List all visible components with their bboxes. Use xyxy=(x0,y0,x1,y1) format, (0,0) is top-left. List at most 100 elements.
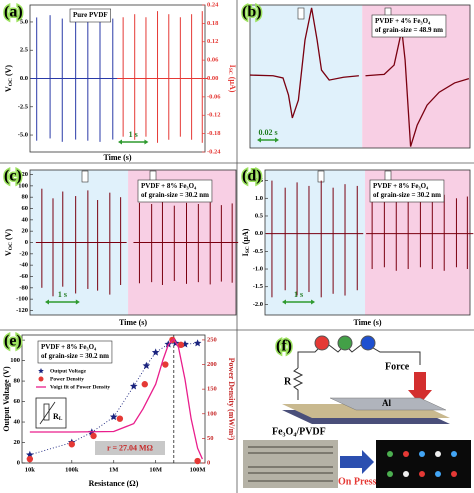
hole-row xyxy=(248,466,333,468)
x-tick-label: 10k xyxy=(25,466,36,473)
y-tick-label: -60 xyxy=(19,273,28,280)
legend-symbol xyxy=(38,368,44,374)
electrode-label: Al xyxy=(382,398,391,408)
led-dot xyxy=(419,471,425,477)
y-tick-label: 40 xyxy=(22,216,29,223)
y-axis-label-sub: SC xyxy=(245,246,251,253)
y2-tick-label: 0.18 xyxy=(207,20,219,27)
x-tick-label: 100k xyxy=(65,466,79,473)
y-tick-label: 120 xyxy=(10,337,20,344)
y-axis-label-part: V xyxy=(4,86,13,92)
y2-tick-label: -0.24 xyxy=(207,148,221,155)
panel: -5.0 -2.5 0.0 2.5 5.0 -0.24 -0.18 -0.12 -0.06 0.0… xyxy=(3,1,238,161)
peak-label-box xyxy=(95,441,165,455)
panel: -2.0 -1.5 -1.0 -0.5 0.0 0.5 1.0 1.5 ISC (μA) Time… xyxy=(241,166,474,327)
panel-label: (a) xyxy=(4,4,23,21)
led-dot xyxy=(435,471,441,477)
y-axis-label-part: (μA) xyxy=(241,228,250,246)
annotation-box xyxy=(137,179,213,203)
panel-label: (d) xyxy=(242,168,262,185)
y-axis-label-part: (V) xyxy=(4,229,13,242)
press-arrow xyxy=(340,450,374,474)
y2-tick-label: 0 xyxy=(207,459,210,466)
x-tick-label: 100M xyxy=(190,466,206,473)
y-tick-label: 0.0 xyxy=(20,75,28,82)
scale-bar-head xyxy=(144,139,149,145)
y-axis-label-part: Output Voltage (V) xyxy=(2,366,11,432)
annotation-line: PVDF + 8% Fe₃O₄ xyxy=(41,343,97,351)
y2-tick-label: 0.00 xyxy=(207,75,218,82)
y-tick-label: 1.5 xyxy=(255,177,264,184)
dot-point xyxy=(68,441,75,448)
resistor-label: R xyxy=(284,376,292,387)
waveform xyxy=(249,7,359,119)
scale-bar-label: 1 s xyxy=(58,290,67,299)
x-axis-label: Time (s) xyxy=(119,318,147,327)
y-tick-label: 5.0 xyxy=(20,18,28,25)
y-tick-label: 1.0 xyxy=(255,195,263,202)
y2-axis-label-part: (μA) xyxy=(228,75,237,93)
scale-bar-label: 1 s xyxy=(129,130,138,139)
y2-tick-label: 0.12 xyxy=(207,38,218,45)
y-tick-label: -0.5 xyxy=(253,248,264,255)
waveform xyxy=(365,29,470,147)
y-tick-label: 100 xyxy=(18,182,28,189)
y-tick-label: 100 xyxy=(10,357,20,364)
breadboard-holes xyxy=(248,446,333,482)
plot-frame xyxy=(249,4,471,149)
hole-row xyxy=(248,480,333,482)
led-dot xyxy=(435,451,441,457)
inset-circuit xyxy=(35,397,67,429)
x-axis-label: Resistance (Ω) xyxy=(89,479,139,488)
hole-row xyxy=(248,446,333,448)
led-red xyxy=(314,335,330,351)
variable-arrow xyxy=(39,401,56,425)
legend-label: Output Voltage xyxy=(50,368,86,374)
x-tick-label: 10M xyxy=(149,466,162,473)
y2-axis-label-part: I xyxy=(228,65,237,68)
forward-region xyxy=(265,170,366,315)
hole-row xyxy=(248,452,333,454)
annotation-box xyxy=(371,14,447,38)
y-axis-label: Output Voltage (V) xyxy=(2,366,11,432)
panel-label: (b) xyxy=(242,4,262,21)
led-dot xyxy=(451,451,457,457)
y-tick-label: -40 xyxy=(19,262,28,269)
y2-tick-label: 0.06 xyxy=(207,57,219,64)
annotation-box xyxy=(369,179,445,203)
legend: Output Voltage Power Density Voigt fit of … xyxy=(36,368,110,390)
led-array xyxy=(387,451,457,477)
y2-axis-label: ISC (μA) xyxy=(227,65,237,93)
dot-point xyxy=(162,361,169,368)
star-point xyxy=(151,348,160,356)
y2-tick-label: 0.24 xyxy=(207,1,219,8)
led-dot xyxy=(387,451,393,457)
diagram: (f) R Force Al Fe₃O₄/PVDF On Press xyxy=(243,335,471,488)
forward-region xyxy=(250,5,363,148)
y-axis-label-part: (V) xyxy=(4,65,13,78)
peak-label: r = 27.04 MΩ xyxy=(107,443,154,452)
y-tick-label: 60 xyxy=(22,205,29,212)
x-tick-label: 1M xyxy=(109,466,118,473)
dot-point xyxy=(141,381,148,388)
dot-point xyxy=(90,432,97,440)
annotation-line: PVDF + 4% Fe₃O₄ xyxy=(375,17,431,25)
y-tick-label: 2.5 xyxy=(20,47,29,54)
y-axis-label-sub: OC xyxy=(8,78,14,86)
y-tick-label: -120 xyxy=(16,307,28,314)
y2-tick-label: -0.12 xyxy=(207,112,221,119)
panel-label: (e) xyxy=(4,333,22,350)
led-dot xyxy=(451,471,457,477)
scale-bar-head xyxy=(45,299,49,305)
force-label: Force xyxy=(385,361,410,372)
inset-label: RL xyxy=(53,412,63,422)
star-point xyxy=(109,412,118,421)
y2-axis-label-sub: SC xyxy=(227,68,233,75)
scale-bar-head xyxy=(118,139,122,145)
y-tick-label: -20 xyxy=(19,250,28,257)
panel: -120 -100 -80 -60 -40 -20 0 20 40 60 80 100 120 VOC (… xyxy=(3,166,239,327)
scale-bar-label: 1 s xyxy=(294,290,303,299)
